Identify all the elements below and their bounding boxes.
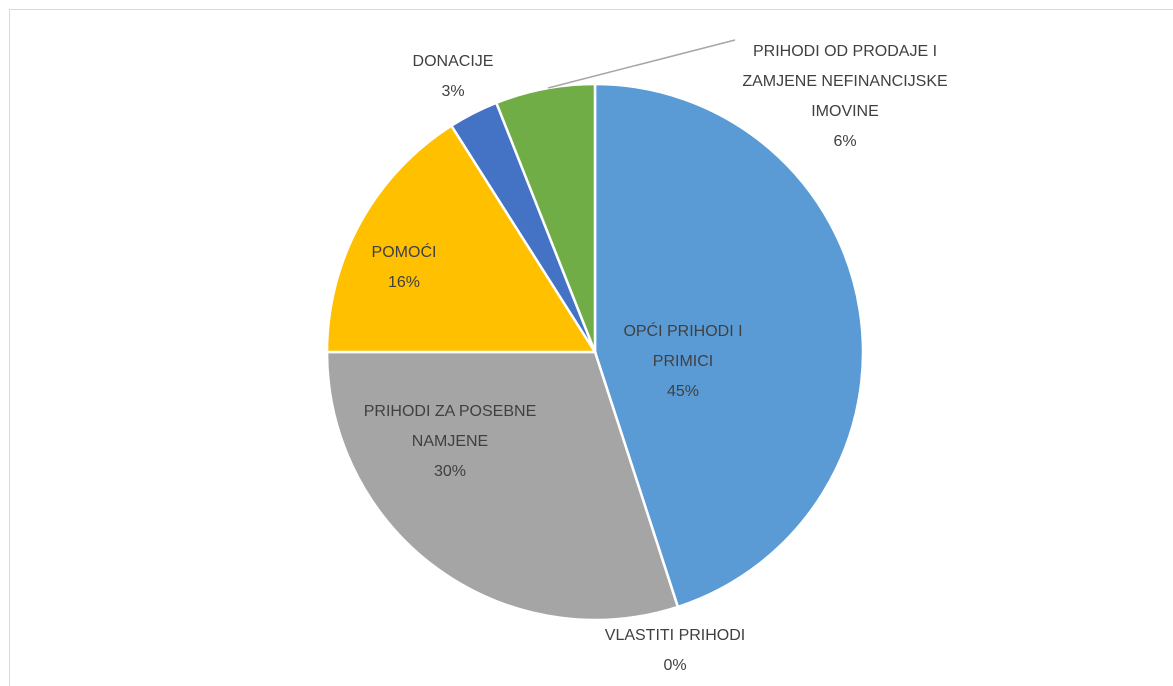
chart-frame <box>9 9 1173 686</box>
data-label: VLASTITI PRIHODI 0% <box>565 621 785 681</box>
category-label: PRIHODI ZA POSEBNE NAMJENE <box>363 403 537 450</box>
data-label: OPĆI PRIHODI I PRIMICI 45% <box>603 317 763 407</box>
category-label: OPĆI PRIHODI I PRIMICI <box>623 323 743 370</box>
value-label: 45% <box>666 383 700 400</box>
pie-slice <box>325 350 680 622</box>
category-label: DONACIJE <box>412 53 494 70</box>
pie-slice <box>325 123 598 354</box>
value-label: 0% <box>663 657 687 674</box>
pie-slice <box>494 82 597 353</box>
category-label: POMOĆI <box>371 244 437 261</box>
data-label: DONACIJE 3% <box>393 47 513 107</box>
value-label: 16% <box>387 274 421 291</box>
leader-line <box>547 39 736 89</box>
data-label: PRIHODI OD PRODAJE I ZAMJENE NEFINANCIJS… <box>735 37 955 157</box>
value-label: 30% <box>433 463 467 480</box>
data-label: POMOĆI 16% <box>344 238 464 298</box>
category-label: VLASTITI PRIHODI <box>604 627 746 644</box>
pie-slice <box>593 82 865 609</box>
data-label: PRIHODI ZA POSEBNE NAMJENE 30% <box>350 397 550 487</box>
value-label: 3% <box>441 83 465 100</box>
category-label: PRIHODI OD PRODAJE I ZAMJENE NEFINANCIJS… <box>742 43 948 120</box>
value-label: 6% <box>833 133 857 150</box>
